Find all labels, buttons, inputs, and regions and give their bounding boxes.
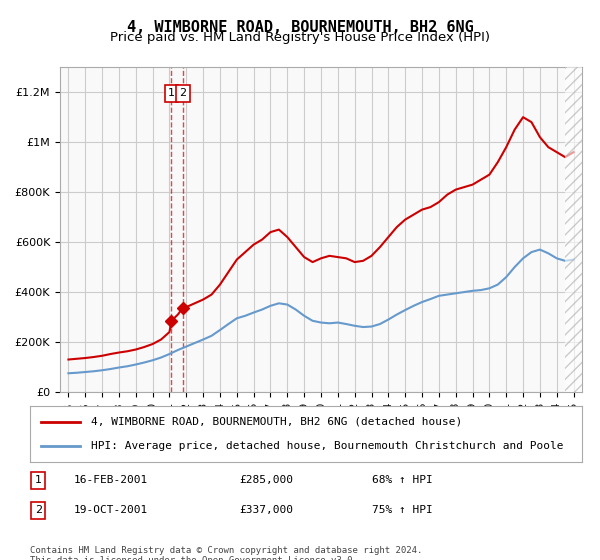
- Text: 1: 1: [168, 88, 175, 98]
- Text: 4, WIMBORNE ROAD, BOURNEMOUTH, BH2 6NG: 4, WIMBORNE ROAD, BOURNEMOUTH, BH2 6NG: [127, 20, 473, 35]
- Bar: [565, 67, 582, 392]
- Text: 2: 2: [179, 88, 187, 98]
- Text: 1: 1: [35, 475, 42, 485]
- Text: £285,000: £285,000: [240, 475, 294, 485]
- Text: Price paid vs. HM Land Registry's House Price Index (HPI): Price paid vs. HM Land Registry's House …: [110, 31, 490, 44]
- Text: HPI: Average price, detached house, Bournemouth Christchurch and Poole: HPI: Average price, detached house, Bour…: [91, 441, 563, 451]
- Text: 19-OCT-2001: 19-OCT-2001: [74, 505, 148, 515]
- Text: 4, WIMBORNE ROAD, BOURNEMOUTH, BH2 6NG (detached house): 4, WIMBORNE ROAD, BOURNEMOUTH, BH2 6NG (…: [91, 417, 462, 427]
- Text: Contains HM Land Registry data © Crown copyright and database right 2024.
This d: Contains HM Land Registry data © Crown c…: [30, 546, 422, 560]
- Text: 16-FEB-2001: 16-FEB-2001: [74, 475, 148, 485]
- Text: 2: 2: [35, 505, 42, 515]
- Text: 75% ↑ HPI: 75% ↑ HPI: [372, 505, 433, 515]
- Text: £337,000: £337,000: [240, 505, 294, 515]
- Text: 68% ↑ HPI: 68% ↑ HPI: [372, 475, 433, 485]
